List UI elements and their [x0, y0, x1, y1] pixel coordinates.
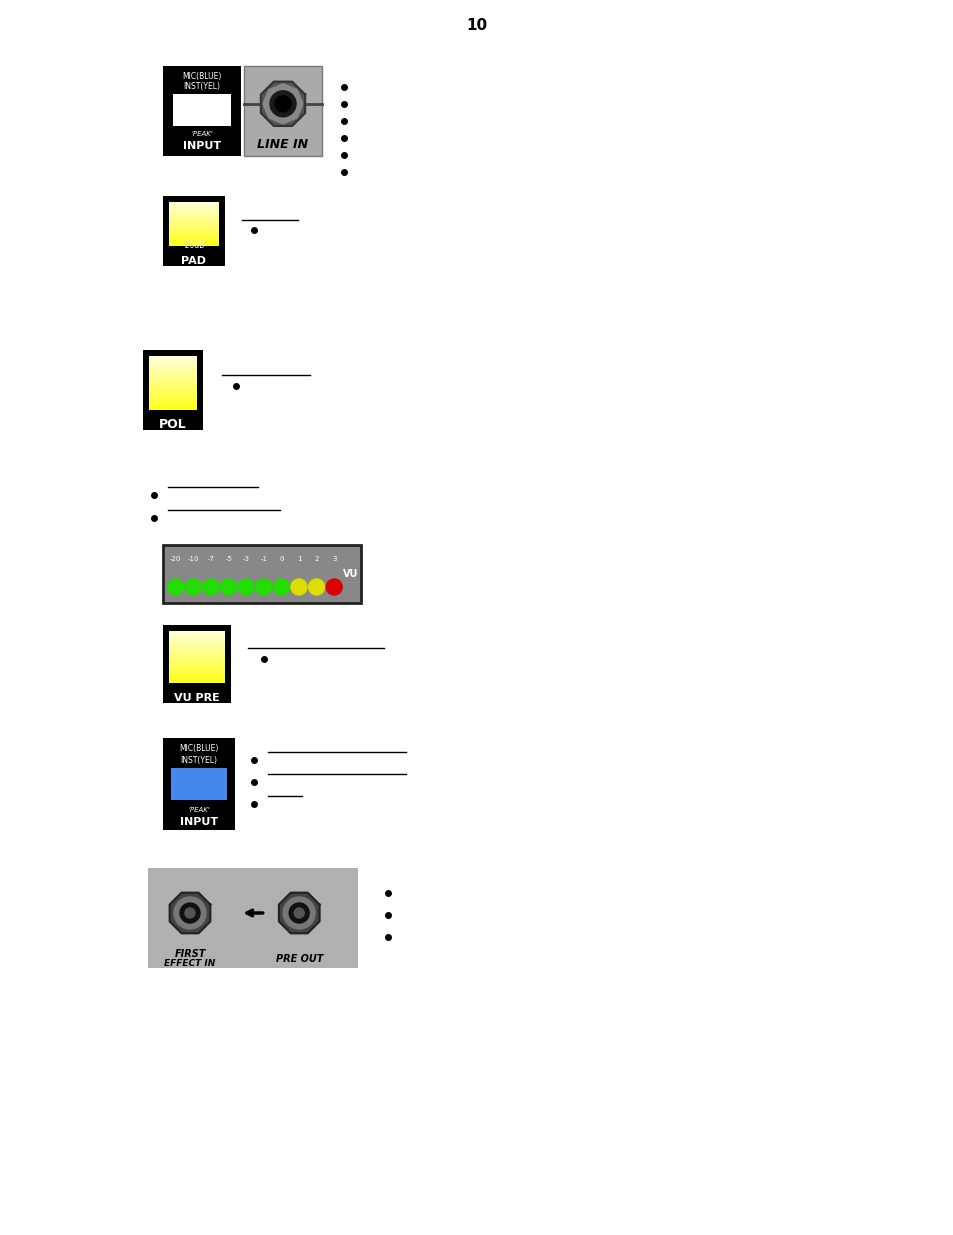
Polygon shape — [260, 82, 305, 126]
Text: INPUT: INPUT — [180, 818, 218, 827]
FancyBboxPatch shape — [244, 65, 322, 156]
Text: -10: -10 — [188, 556, 199, 562]
Text: FIRST: FIRST — [174, 948, 206, 960]
Circle shape — [308, 579, 324, 595]
FancyBboxPatch shape — [163, 625, 231, 703]
Circle shape — [185, 908, 194, 918]
Circle shape — [274, 579, 289, 595]
FancyBboxPatch shape — [172, 94, 231, 126]
Text: -1: -1 — [260, 556, 267, 562]
FancyBboxPatch shape — [148, 868, 357, 968]
Polygon shape — [170, 893, 210, 934]
Text: 0: 0 — [279, 556, 283, 562]
Text: MIC(BLUE): MIC(BLUE) — [182, 72, 221, 80]
Text: INST(YEL): INST(YEL) — [180, 756, 217, 764]
Circle shape — [270, 91, 295, 117]
Text: -5: -5 — [225, 556, 232, 562]
Text: 'PEAK': 'PEAK' — [188, 806, 210, 813]
Text: PRE OUT: PRE OUT — [275, 953, 322, 965]
Text: VU: VU — [343, 569, 358, 579]
Text: -7: -7 — [208, 556, 214, 562]
Circle shape — [255, 579, 272, 595]
Polygon shape — [263, 84, 303, 124]
Circle shape — [291, 579, 307, 595]
Text: 3: 3 — [332, 556, 336, 562]
Circle shape — [326, 579, 342, 595]
Text: PAD: PAD — [181, 256, 206, 266]
Text: INST(YEL): INST(YEL) — [183, 82, 220, 90]
Polygon shape — [278, 893, 319, 934]
Circle shape — [168, 579, 184, 595]
Text: LINE IN: LINE IN — [257, 137, 308, 151]
Circle shape — [238, 579, 253, 595]
Circle shape — [203, 579, 219, 595]
Text: 'PEAK': 'PEAK' — [191, 131, 213, 137]
FancyBboxPatch shape — [163, 545, 360, 603]
Circle shape — [180, 903, 200, 923]
Text: -20dB: -20dB — [183, 242, 205, 251]
FancyBboxPatch shape — [163, 65, 241, 156]
Text: -3: -3 — [242, 556, 250, 562]
FancyBboxPatch shape — [163, 739, 234, 830]
Circle shape — [294, 908, 304, 918]
Text: 10: 10 — [466, 17, 487, 32]
Text: MIC(BLUE): MIC(BLUE) — [179, 745, 218, 753]
FancyBboxPatch shape — [163, 196, 225, 266]
Circle shape — [274, 96, 291, 112]
Text: 2: 2 — [314, 556, 318, 562]
Circle shape — [283, 897, 314, 929]
Text: EFFECT IN: EFFECT IN — [164, 960, 215, 968]
Text: POL: POL — [159, 419, 187, 431]
Text: INPUT: INPUT — [183, 141, 221, 151]
FancyBboxPatch shape — [143, 350, 203, 430]
Circle shape — [220, 579, 236, 595]
Circle shape — [185, 579, 201, 595]
Circle shape — [289, 903, 309, 923]
FancyBboxPatch shape — [171, 768, 227, 800]
Circle shape — [173, 897, 206, 929]
Text: -20: -20 — [170, 556, 181, 562]
Text: VU PRE: VU PRE — [174, 693, 219, 703]
Text: 1: 1 — [296, 556, 301, 562]
